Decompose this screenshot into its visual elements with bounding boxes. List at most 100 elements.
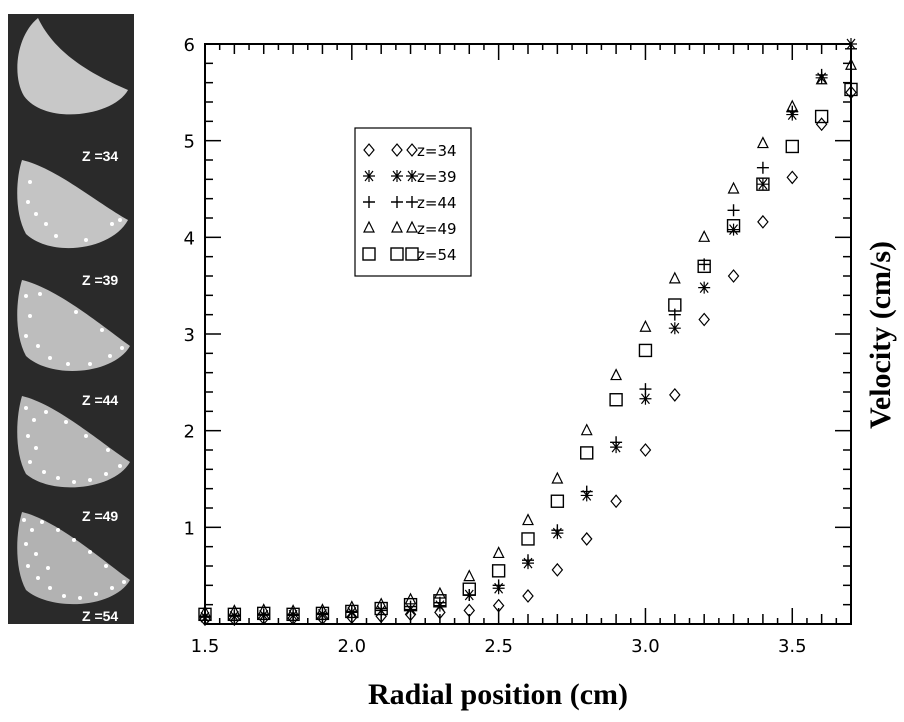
marker-z-44 bbox=[786, 105, 799, 118]
marker-z-39 bbox=[698, 281, 711, 294]
x-axis-label: Radial position (cm) bbox=[368, 678, 628, 711]
plot-border bbox=[204, 43, 852, 625]
legend-symbol-right bbox=[391, 143, 403, 157]
y-tick-label: 5 bbox=[184, 132, 195, 153]
legend-symbol-small bbox=[406, 220, 418, 233]
marker-z-54 bbox=[726, 219, 741, 233]
marker-z-34 bbox=[639, 443, 652, 457]
marker-z-44 bbox=[551, 524, 564, 537]
marker-z-44 bbox=[610, 436, 623, 449]
marker-z-49 bbox=[756, 136, 769, 149]
y-axis-label: Velocity (cm/s) bbox=[864, 241, 897, 429]
marker-z-34 bbox=[727, 269, 740, 283]
marker-z-34 bbox=[845, 85, 857, 100]
x-tick-label: 2.0 bbox=[337, 636, 366, 657]
marker-z-49 bbox=[639, 319, 652, 332]
legend-entry-label: z=44 bbox=[417, 194, 457, 212]
marker-z-54 bbox=[315, 606, 330, 621]
legend-symbol-small bbox=[406, 170, 418, 182]
marker-z-49 bbox=[551, 471, 564, 484]
marker-z-54 bbox=[227, 607, 242, 622]
legend-symbol-small bbox=[406, 196, 418, 208]
marker-z-54 bbox=[286, 607, 300, 622]
marker-z-39 bbox=[756, 178, 769, 191]
legend-entry-label: z=39 bbox=[417, 168, 457, 186]
marker-z-54 bbox=[345, 604, 359, 619]
marker-z-44 bbox=[580, 485, 593, 498]
marker-z-49 bbox=[316, 603, 329, 616]
marker-z-54 bbox=[433, 594, 447, 608]
cross-section-image-5 bbox=[17, 512, 131, 605]
legend-symbol-left bbox=[363, 170, 375, 182]
marker-z-49 bbox=[463, 569, 476, 582]
marker-z-34 bbox=[287, 611, 299, 626]
legend-symbol-left bbox=[363, 220, 375, 233]
marker-z-54 bbox=[198, 607, 212, 622]
y-tick-label: 4 bbox=[184, 228, 195, 249]
x-tick-label: 1.5 bbox=[191, 636, 220, 657]
legend-symbol-right bbox=[391, 220, 403, 233]
marker-z-49 bbox=[228, 604, 241, 617]
marker-z-49 bbox=[815, 72, 828, 85]
marker-z-49 bbox=[492, 546, 505, 559]
marker-z-34 bbox=[698, 312, 710, 327]
marker-z-49 bbox=[345, 600, 358, 613]
marker-z-34 bbox=[257, 611, 270, 626]
legend-symbol-left bbox=[363, 196, 375, 208]
x-axis-ticks: 1.5 2.0 2.5 3.0 3.5 bbox=[191, 44, 852, 657]
marker-z-49 bbox=[375, 597, 388, 610]
legend-symbol-left bbox=[362, 247, 376, 261]
marker-z-44 bbox=[639, 383, 652, 396]
marker-z-34 bbox=[346, 610, 358, 625]
marker-z-34 bbox=[522, 589, 534, 603]
marker-z-34 bbox=[551, 562, 564, 577]
marker-z-34 bbox=[815, 117, 828, 132]
marker-z-49 bbox=[287, 604, 300, 617]
cross-section-image-4 bbox=[17, 396, 131, 488]
marker-z-54 bbox=[697, 259, 711, 274]
legend-symbol-right bbox=[391, 196, 403, 208]
slice-label-5: Z =54 bbox=[82, 608, 119, 624]
plot-frame bbox=[204, 43, 852, 625]
marker-z-54 bbox=[814, 109, 829, 124]
legend-symbol-left bbox=[363, 143, 375, 157]
marker-z-34 bbox=[463, 603, 476, 618]
marker-z-54 bbox=[609, 393, 623, 407]
marker-z-54 bbox=[462, 582, 476, 596]
y-tick-label: 1 bbox=[184, 518, 195, 539]
x-tick-label: 2.5 bbox=[484, 636, 513, 657]
marker-z-34 bbox=[786, 170, 799, 185]
marker-z-34 bbox=[669, 387, 681, 402]
y-tick-label: 2 bbox=[184, 422, 195, 443]
cross-section-image-2 bbox=[17, 160, 129, 249]
marker-z-54 bbox=[580, 446, 594, 460]
cross-section-image-3 bbox=[17, 280, 131, 371]
marker-z-44 bbox=[522, 554, 534, 567]
marker-z-34 bbox=[228, 612, 241, 627]
marker-z-39 bbox=[639, 392, 652, 405]
marker-z-54 bbox=[844, 82, 858, 97]
slice-label-4: Z =49 bbox=[82, 508, 119, 524]
marker-z-54 bbox=[550, 494, 565, 508]
marker-z-49 bbox=[199, 605, 211, 618]
slice-label-3: Z =44 bbox=[82, 392, 119, 408]
marker-z-54 bbox=[785, 139, 799, 154]
marker-z-54 bbox=[257, 606, 271, 621]
marker-z-54 bbox=[638, 343, 653, 358]
marker-z-44 bbox=[845, 42, 857, 55]
marker-z-49 bbox=[845, 57, 857, 70]
marker-z-54 bbox=[668, 298, 682, 312]
marker-z-49 bbox=[522, 513, 534, 526]
legend-entry-label: z=49 bbox=[417, 220, 457, 238]
cross-section-image-1 bbox=[17, 18, 128, 115]
marker-z-34 bbox=[580, 531, 593, 546]
marker-z-39 bbox=[668, 322, 681, 335]
marker-z-34 bbox=[316, 611, 329, 626]
marker-z-34 bbox=[610, 494, 622, 509]
marker-z-49 bbox=[668, 271, 681, 284]
marker-z-49 bbox=[433, 586, 446, 599]
y-tick-label: 3 bbox=[184, 325, 195, 346]
marker-z-49 bbox=[580, 423, 593, 436]
cross-section-image-strip: Z =34 Z =39 Z =44 Z =49 Z =54 bbox=[8, 14, 134, 624]
